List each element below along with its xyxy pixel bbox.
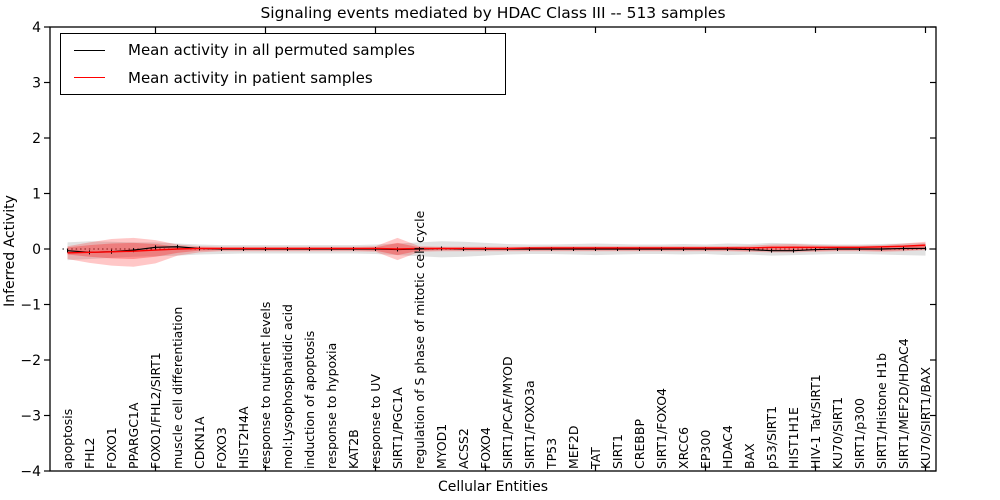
- x-tick-label: apoptosis: [60, 409, 75, 469]
- x-tick-label: muscle cell differentiation: [170, 307, 185, 469]
- x-tick-label: FOXO4: [478, 427, 493, 469]
- legend-label-permuted: Mean activity in all permuted samples: [128, 41, 415, 60]
- x-tick-label: MEF2D: [566, 426, 581, 469]
- x-tick-label: SIRT1/PGC1A: [390, 387, 405, 469]
- y-tick-label: 3: [32, 76, 41, 92]
- x-tick-label: BAX: [742, 443, 757, 469]
- x-tick-label: response to UV: [368, 374, 383, 469]
- x-tick-label: FOXO1/FHL2/SIRT1: [148, 352, 163, 469]
- x-tick-label: CREBBP: [632, 419, 647, 469]
- patient-range-inner-band: [67, 242, 926, 259]
- x-tick-label: FHL2: [82, 437, 97, 469]
- legend-item-permuted: Mean activity in all permuted samples: [61, 37, 505, 63]
- y-tick-label: 1: [32, 187, 41, 203]
- x-tick-label: TP53: [544, 438, 559, 470]
- x-tick-label: KU70/SIRT1/BAX: [918, 367, 933, 469]
- x-tick-label: induction of apoptosis: [302, 331, 317, 469]
- x-tick-label: FOXO1: [104, 427, 119, 469]
- x-axis-title: Cellular Entities: [437, 479, 549, 495]
- x-tick-label: SIRT1/FOXO4: [654, 388, 669, 469]
- legend: Mean activity in all permuted samples Me…: [60, 33, 506, 95]
- x-tick-label: mol:Lysophosphatidic acid: [280, 304, 295, 469]
- x-tick-label: response to nutrient levels: [258, 302, 273, 469]
- y-tick-label: −1: [20, 298, 41, 314]
- legend-label-patient: Mean activity in patient samples: [128, 68, 373, 87]
- y-tick-label: −3: [20, 409, 41, 425]
- x-tick-label: MYOD1: [434, 424, 449, 469]
- x-tick-label: SIRT1/p300: [852, 398, 867, 469]
- x-tick-label: SIRT1/FOXO3a: [522, 380, 537, 469]
- x-tick-label: HIST2H4A: [236, 406, 251, 469]
- y-tick-label: −4: [20, 464, 41, 480]
- x-tick-label: TAT: [588, 447, 603, 470]
- x-tick-label: KU70/SIRT1: [830, 397, 845, 469]
- x-tick-label: SIRT1/PCAF/MYOD: [500, 356, 515, 469]
- black-line-swatch-icon: [74, 49, 105, 51]
- red-line-swatch-icon: [74, 77, 105, 79]
- y-axis-title: Inferred Activity: [2, 195, 18, 307]
- x-tick-label: SIRT1: [610, 434, 625, 469]
- x-tick-label: SIRT1/Histone H1b: [874, 353, 889, 469]
- permuted-range-band: [67, 241, 926, 261]
- legend-item-patient: Mean activity in patient samples: [61, 65, 505, 91]
- x-tick-label: KAT2B: [346, 429, 361, 469]
- x-tick-label: FOXO3: [214, 427, 229, 469]
- y-tick-label: 0: [32, 242, 41, 258]
- chart-title: Signaling events mediated by HDAC Class …: [260, 4, 726, 22]
- y-tick-label: 4: [32, 20, 41, 36]
- x-tick-label: p53/SIRT1: [764, 406, 779, 469]
- x-tick-label: CDKN1A: [192, 416, 207, 469]
- x-tick-label: SIRT1/MEF2D/HDAC4: [896, 338, 911, 469]
- x-tick-label: HIV-1 Tat/SIRT1: [808, 374, 823, 469]
- patient-mean-line: [67, 244, 926, 254]
- x-tick-label: regulation of S phase of mitotic cell cy…: [412, 210, 427, 469]
- x-tick-label: XRCC6: [676, 427, 691, 469]
- x-tick-label: HDAC4: [720, 425, 735, 469]
- x-tick-label: EP300: [698, 430, 713, 469]
- patient-range-outer-band: [67, 237, 926, 267]
- x-tick-label: response to hypoxia: [324, 343, 339, 469]
- y-tick-label: −2: [20, 353, 41, 369]
- x-tick-label: ACSS2: [456, 428, 471, 469]
- x-tick-label: PPARGC1A: [126, 402, 141, 469]
- y-tick-label: 2: [32, 131, 41, 147]
- x-tick-label: HIST1H1E: [786, 407, 801, 469]
